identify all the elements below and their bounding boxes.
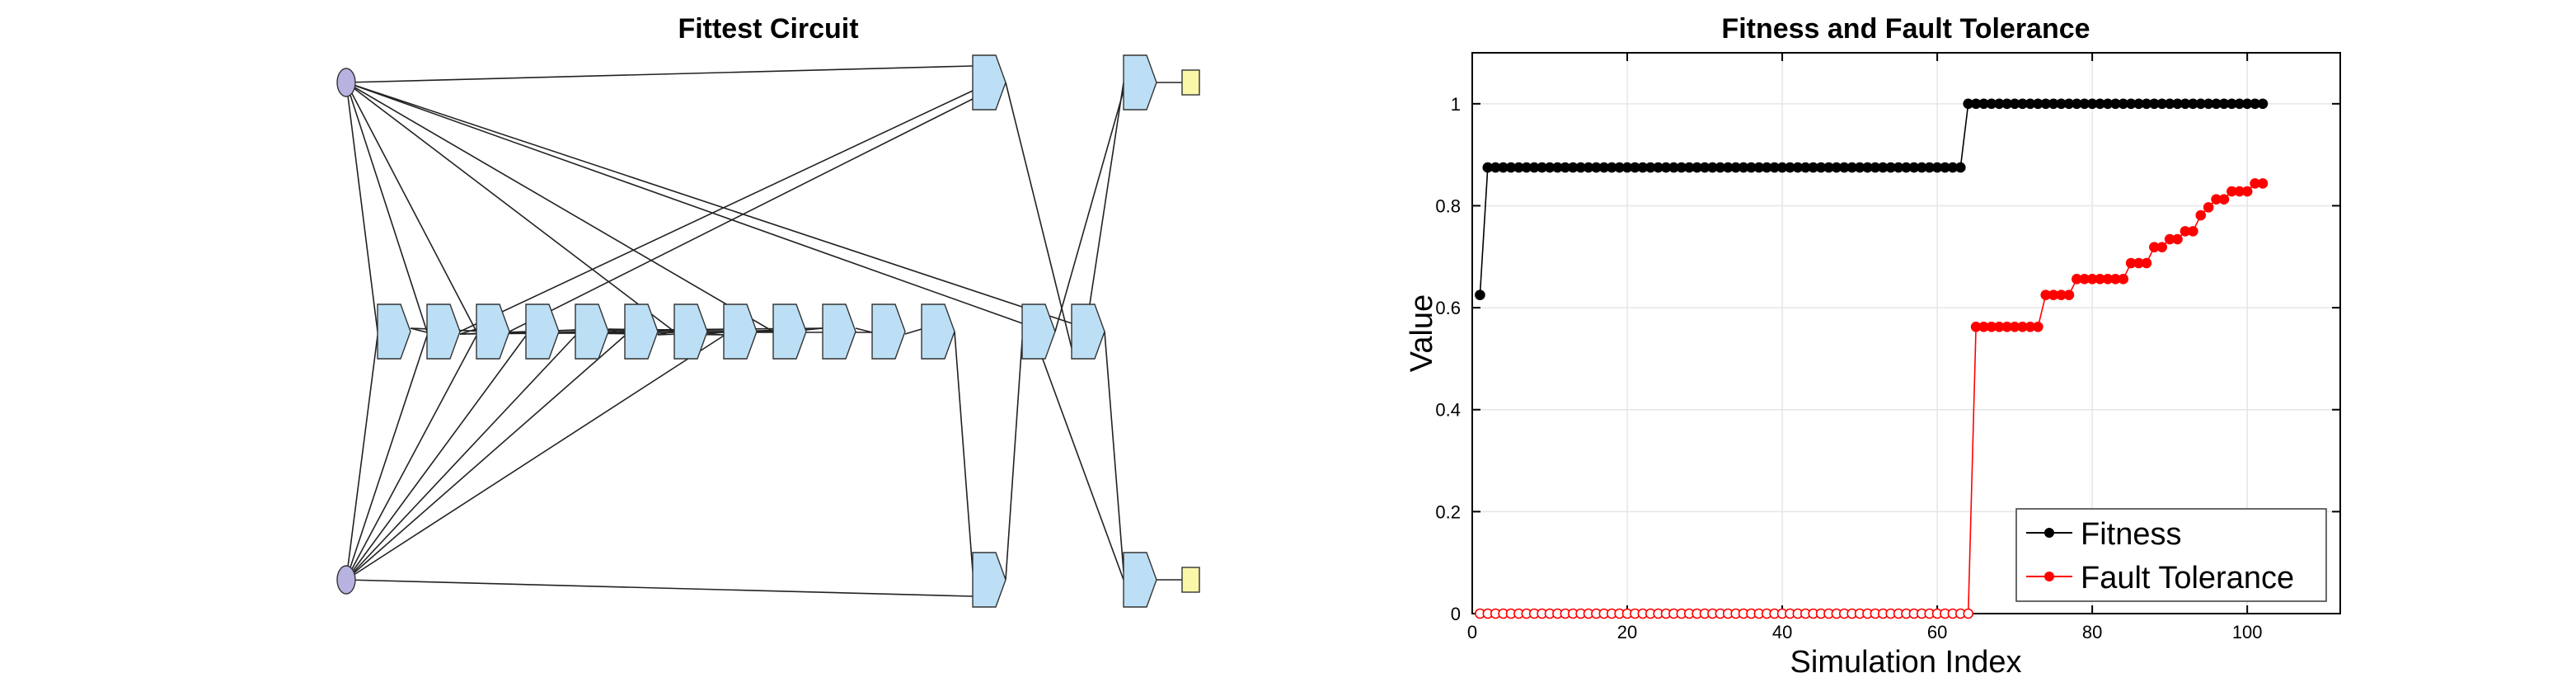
circuit-wire — [345, 82, 477, 332]
circuit-wire — [1005, 82, 1072, 349]
data-point-fitness — [1955, 162, 1966, 173]
logic-gate — [426, 304, 461, 360]
logic-gate — [822, 304, 856, 360]
data-point-fault-tolerance — [2188, 226, 2198, 237]
x-tick-label: 0 — [1467, 622, 1477, 642]
circuit-wire — [345, 335, 477, 581]
logic-gate — [1021, 304, 1056, 360]
y-tick-label: 1 — [1451, 94, 1461, 115]
circuit-wire — [345, 82, 1072, 324]
circuit-wire — [1005, 339, 1023, 581]
data-point-fault-tolerance — [2033, 321, 2043, 332]
y-tick-label: 0 — [1451, 604, 1461, 624]
data-point-fault-tolerance — [2172, 233, 2183, 245]
axis-ticks: 0 20 40 60 80 100 0 0.2 0.4 0.6 0.8 1 — [1435, 53, 2340, 642]
circuit-wire — [345, 335, 626, 581]
input-node-2 — [336, 565, 356, 595]
chart-title: Fitness and Fault Tolerance — [1721, 13, 2090, 45]
circuit-wire — [1087, 82, 1124, 316]
y-tick-label: 0.2 — [1435, 501, 1461, 522]
circuit-wire — [345, 335, 428, 581]
circuit-wire — [345, 82, 675, 332]
x-tick-label: 40 — [1772, 622, 1792, 642]
legend-swatch-fault-tolerance-marker — [2044, 572, 2054, 581]
circuit-wire — [904, 328, 922, 335]
data-point-fault-tolerance — [2118, 274, 2129, 285]
logic-gate — [723, 304, 758, 360]
circuit-wire — [345, 335, 725, 581]
fitness-chart: Fitness and Fault Tolerance 0 20 40 60 80 100… — [1405, 13, 2341, 680]
data-point-fault-tolerance — [2203, 202, 2214, 213]
data-point-fault-tolerance — [2257, 178, 2269, 189]
circuit-wire — [1054, 90, 1124, 332]
circuit-wire — [345, 335, 378, 581]
data-point-fault-tolerance — [2241, 186, 2253, 197]
circuit-title: Fittest Circuit — [678, 13, 858, 45]
circuit-wire — [509, 98, 974, 332]
data-point-fault-tolerance — [2195, 209, 2207, 221]
logic-gate — [1071, 304, 1105, 360]
circuit-diagram: Fittest Circuit — [336, 13, 1200, 608]
x-axis-label: Simulation Index — [1790, 645, 2022, 680]
circuit-wire — [345, 335, 527, 581]
logic-gate — [972, 54, 1006, 111]
logic-gate — [575, 304, 609, 360]
series-points — [1475, 98, 2269, 619]
output-node-1 — [1181, 69, 1200, 96]
y-tick-label: 0.8 — [1435, 195, 1461, 216]
logic-gate — [624, 304, 659, 360]
logic-gate — [921, 304, 955, 360]
data-point-fault-tolerance — [2156, 242, 2168, 252]
circuit-wire — [345, 82, 774, 332]
x-tick-label: 60 — [1927, 622, 1947, 642]
circuit-wire — [855, 327, 873, 333]
data-point-fault-tolerance — [2063, 289, 2075, 300]
circuit-wire — [459, 90, 974, 332]
circuit-wire — [345, 579, 974, 597]
logic-gate — [377, 304, 411, 360]
legend: Fitness Fault Tolerance — [2015, 508, 2327, 602]
circuit-wire — [345, 82, 378, 332]
input-node-1 — [336, 68, 356, 97]
y-tick-label: 0.6 — [1435, 298, 1461, 318]
logic-gate — [1123, 54, 1157, 111]
legend-box — [2015, 508, 2327, 602]
data-point-fault-tolerance — [1963, 608, 1974, 619]
logic-gate — [525, 304, 560, 360]
logic-gate — [871, 304, 906, 360]
logic-gate — [1123, 552, 1157, 608]
y-tick-label: 0.4 — [1435, 400, 1461, 421]
x-tick-label: 80 — [2082, 622, 2102, 642]
circuit-wire — [345, 65, 974, 83]
legend-label-fault-tolerance: Fault Tolerance — [2081, 561, 2294, 595]
circuit-wire — [954, 331, 974, 572]
data-point-fault-tolerance — [2218, 194, 2230, 205]
circuit-wire — [345, 82, 428, 332]
data-point-fault-tolerance — [2141, 257, 2152, 269]
circuit-wire — [345, 335, 576, 581]
logic-gate — [972, 552, 1006, 608]
data-point-fitness — [2257, 98, 2269, 110]
x-tick-label: 20 — [1617, 622, 1637, 642]
circuit-wires — [345, 65, 1182, 597]
legend-swatch-fitness-marker — [2044, 528, 2054, 538]
logic-gate — [673, 304, 708, 360]
circuit-wire — [345, 82, 1023, 324]
data-point-fitness — [1475, 289, 1485, 300]
y-axis-label: Value — [1405, 294, 1439, 372]
legend-label-fitness: Fitness — [2081, 517, 2181, 552]
logic-gate — [476, 304, 510, 360]
circuit-nodes — [336, 54, 1200, 608]
output-node-2 — [1181, 567, 1200, 593]
x-tick-label: 100 — [2232, 622, 2263, 642]
logic-gate — [772, 304, 807, 360]
circuit-wire — [459, 328, 477, 335]
circuit-wire — [1038, 347, 1124, 581]
circuit-wire — [1104, 331, 1124, 572]
